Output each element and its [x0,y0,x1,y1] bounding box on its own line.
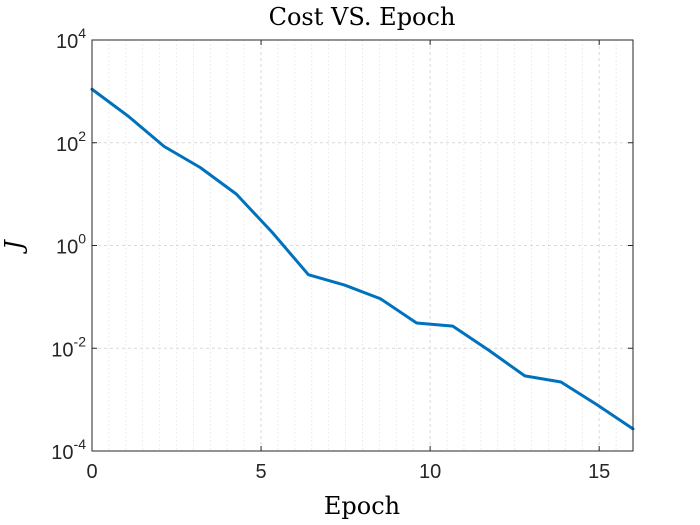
grid-layer [92,40,634,451]
y-tick-label: 10-2 [51,333,86,361]
tick-layer [91,39,633,452]
y-tick-label: 102 [56,128,86,156]
y-tick-label: 104 [56,25,86,53]
y-tick-label: 10-4 [51,436,86,464]
x-tick-label: 15 [588,461,610,483]
series-layer [90,87,635,431]
x-tick-label: 5 [256,461,267,483]
label-layer: 0 5 10 15 10-4 10-2 100 102 104 [51,25,610,483]
x-axis-label: Epoch [324,492,400,520]
series-line-0 [90,87,635,431]
chart-title: Cost VS. Epoch [269,3,456,31]
y-tick-label: 100 [56,231,86,259]
x-tick-label: 10 [419,461,441,483]
x-tick-label: 0 [86,461,97,483]
